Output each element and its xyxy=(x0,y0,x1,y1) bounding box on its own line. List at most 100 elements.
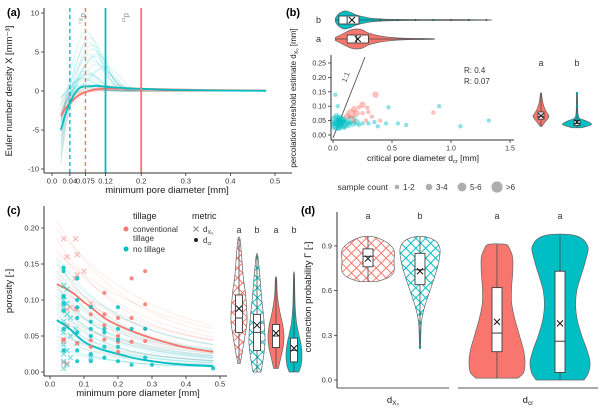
r-value-red: R: 0.4 xyxy=(464,66,486,75)
x-mark-point-red xyxy=(74,251,81,258)
x-tick-label: 0.0 xyxy=(47,177,57,186)
panel-a-x-axis-title: minimum pore diameter [mm] xyxy=(105,185,229,196)
scatter-point-teal xyxy=(352,115,357,120)
sample-curve-teal xyxy=(60,60,267,132)
sample-curve-teal xyxy=(56,274,214,354)
panel-a: -10 -5 0 5 10 0.0 0.040.075 0.12 0.2 0.3 0.4 0.5 xyxy=(28,8,292,186)
metric-dot-symbol xyxy=(194,238,198,242)
dot-point-red xyxy=(75,341,80,346)
scatter-point-teal xyxy=(335,104,340,109)
scatter-point-teal xyxy=(486,118,491,123)
x-tick-label: 1.0 xyxy=(446,146,456,153)
scatter-point-red xyxy=(431,110,436,115)
sample-curve-teal xyxy=(56,331,214,364)
x-mark-point-teal xyxy=(67,354,74,361)
panel-b: ba0.000.050.100.150.200.250.0 0.5 1.0 1.5a b xyxy=(312,10,592,153)
mean-curve-red xyxy=(60,87,267,117)
y-tick-label: 0.25 xyxy=(312,61,326,68)
y-tick-label: 0.05 xyxy=(312,118,326,125)
y-tick-label: 0.0 xyxy=(322,376,332,385)
x-mark-point-teal xyxy=(64,286,70,293)
scatter-point-teal xyxy=(347,115,352,120)
dot-point-teal xyxy=(61,294,66,299)
mean-x-mark xyxy=(290,344,298,352)
one-to-one-line xyxy=(332,56,366,139)
sample-count-label-2: 3-4 xyxy=(436,183,448,192)
panel-b-x-axis-title: critical pore diameter dcr [mm] xyxy=(367,153,479,165)
dot-point-teal xyxy=(75,297,80,303)
scatter-point-red xyxy=(352,118,357,123)
x-mark-point-teal xyxy=(87,354,94,361)
r-value-teal: R: 0.07 xyxy=(464,77,490,86)
scatter-point-teal xyxy=(339,123,346,130)
dot-point-teal xyxy=(75,330,80,335)
dot-point-teal xyxy=(149,362,155,367)
x-mark-point-red xyxy=(60,235,67,242)
sample-curve-red xyxy=(60,88,267,162)
scatter-point-teal xyxy=(332,117,341,127)
scatter-point-red xyxy=(363,118,369,123)
group-letter: b xyxy=(417,211,422,221)
y-tick-label: 0 xyxy=(35,87,39,96)
sample-curve-red xyxy=(60,86,267,146)
violin-box xyxy=(414,252,426,286)
dot-point-red xyxy=(88,344,93,349)
x-mark-point-red xyxy=(64,360,70,367)
sample-curve-teal xyxy=(56,256,214,346)
panel-c: 0.00 0.05 0.10 0.15 0.20 0.0 0.1 0.2 0.3 0.4 0.5 a b… xyxy=(24,206,303,389)
scatter-point-red xyxy=(349,115,355,120)
dot-point-teal xyxy=(61,265,66,270)
scatter-point-teal xyxy=(383,121,389,126)
dot-point-red xyxy=(115,315,121,321)
violin-box xyxy=(491,287,503,353)
dot-point-teal xyxy=(129,326,134,331)
group-letter: b xyxy=(574,58,579,68)
scatter-point-red xyxy=(351,105,358,113)
violin-tail-dot xyxy=(418,338,422,341)
panel-d-y-axis-title: connection probability Γ [-] xyxy=(303,242,314,353)
dot-point-teal xyxy=(61,269,66,274)
y-tick-label: 0.00 xyxy=(312,133,326,140)
group-letter: a xyxy=(316,34,321,44)
sample-curve-teal xyxy=(56,310,214,359)
sample-curve-red xyxy=(56,277,214,341)
scatter-point-teal xyxy=(386,105,391,110)
mean-x-mark xyxy=(348,16,356,24)
scatter-point-teal xyxy=(342,125,347,130)
scatter-point-teal xyxy=(340,119,350,128)
metric-label-dx0: dX₀ xyxy=(203,225,213,236)
dot-point-red xyxy=(102,312,107,317)
x-mark-point-teal xyxy=(60,318,67,325)
x-mark-point-red xyxy=(64,253,70,260)
y-tick-label: 0.00 xyxy=(24,368,39,377)
sample-curve-teal xyxy=(56,349,214,368)
x-tick-label: 0.1 xyxy=(79,380,89,389)
x-mark-point-teal xyxy=(60,329,67,336)
group-letter: a xyxy=(365,211,370,221)
x-tick-label: 0.3 xyxy=(147,380,157,389)
group-letter: b xyxy=(254,225,259,235)
dot-point-teal xyxy=(88,305,93,310)
mean-x-mark xyxy=(416,267,424,275)
violin-box xyxy=(235,294,243,333)
sample-curve-teal xyxy=(56,303,214,359)
dot-point-red xyxy=(143,338,148,344)
legend-label-conventional-2: tillage xyxy=(133,234,154,243)
sample-curve-teal xyxy=(56,263,214,345)
violin-tail-dot xyxy=(396,19,399,21)
y-tick-label: 5 xyxy=(35,48,39,57)
scatter-point-red xyxy=(366,109,371,115)
scatter-point-teal xyxy=(331,122,340,131)
dot-point-teal xyxy=(75,315,80,321)
scatter-point-teal xyxy=(336,116,346,125)
violin-tail-dot xyxy=(418,313,422,316)
sample-curve-red xyxy=(60,88,267,111)
scatter-point-red xyxy=(353,110,360,117)
scatter-point-teal xyxy=(333,113,340,120)
scatter-point-red xyxy=(356,105,362,110)
dot-point-teal xyxy=(61,348,66,353)
sample-count-label-4: >6 xyxy=(506,183,516,192)
sample-curve-teal xyxy=(56,314,214,361)
